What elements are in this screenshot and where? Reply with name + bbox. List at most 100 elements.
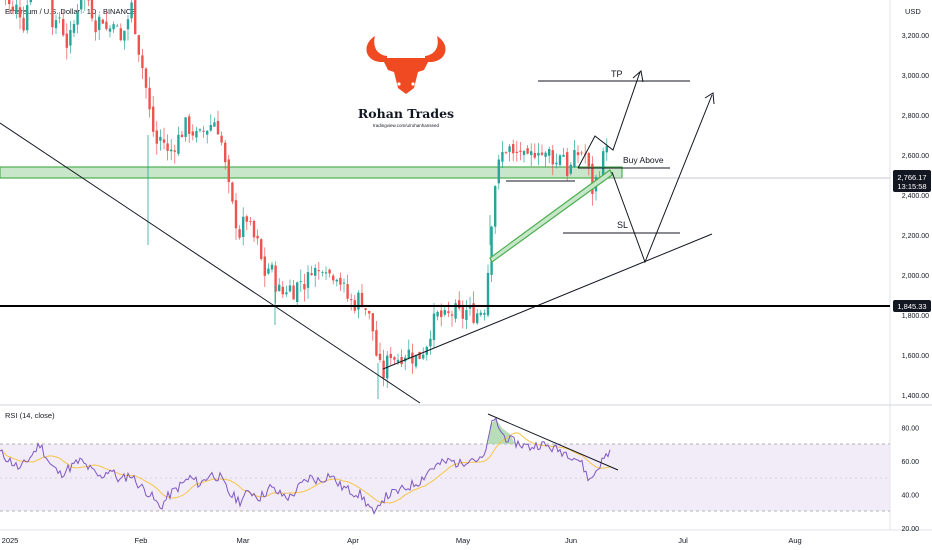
candle-body bbox=[263, 256, 266, 276]
candle-body bbox=[148, 87, 151, 110]
price-pane bbox=[0, 0, 890, 405]
candle-body bbox=[339, 277, 342, 285]
candle-body bbox=[335, 279, 338, 282]
candle-body bbox=[159, 136, 162, 141]
svg-text:13:15:58: 13:15:58 bbox=[897, 182, 926, 191]
price-tick-label: 1,600.00 bbox=[902, 353, 929, 360]
candle-body bbox=[389, 353, 392, 359]
candle-body bbox=[101, 19, 104, 24]
candle-body bbox=[479, 312, 482, 315]
candle-body bbox=[566, 152, 569, 176]
candle-body bbox=[454, 303, 457, 319]
candle-body bbox=[486, 272, 490, 316]
price-tick-label: 2,200.00 bbox=[902, 233, 929, 240]
candle-body bbox=[432, 313, 436, 340]
rsi-divergence-line bbox=[487, 413, 619, 471]
candle-body bbox=[296, 282, 299, 303]
candle-body bbox=[216, 120, 220, 135]
time-tick-label: Jul bbox=[678, 536, 688, 545]
candle-body bbox=[371, 313, 374, 332]
candle-body bbox=[306, 272, 310, 288]
candle-body bbox=[29, 0, 32, 3]
candle-body bbox=[162, 139, 166, 143]
candle-body bbox=[281, 286, 284, 295]
rsi-tick-label: 60.00 bbox=[901, 459, 919, 466]
candle-body bbox=[360, 292, 364, 307]
candle-body bbox=[494, 186, 497, 227]
candle-body bbox=[555, 162, 558, 165]
candle-body bbox=[76, 12, 79, 25]
rsi-tick-label: 80.00 bbox=[901, 425, 919, 432]
candle-body bbox=[411, 352, 414, 364]
candlestick-series bbox=[5, 0, 608, 399]
bull-logo-icon bbox=[366, 36, 446, 94]
candle-body bbox=[119, 28, 122, 41]
candle-body bbox=[368, 310, 371, 314]
rising-wedge-channel bbox=[489, 169, 613, 263]
time-tick-label: Mar bbox=[237, 536, 250, 545]
candle-body bbox=[332, 275, 335, 281]
svg-text:2,766.17: 2,766.17 bbox=[897, 173, 926, 182]
candle-body bbox=[245, 216, 248, 222]
candle-body bbox=[180, 134, 184, 138]
sl-label: SL bbox=[617, 220, 628, 230]
candle-body bbox=[270, 264, 274, 270]
candle-body bbox=[130, 2, 133, 19]
candle-body bbox=[508, 146, 511, 152]
candle-body bbox=[310, 273, 313, 275]
brand-url: tradingview.com/u/rohanhanseed bbox=[373, 123, 440, 128]
candle-body bbox=[317, 270, 320, 272]
candle-body bbox=[231, 182, 234, 202]
candle-body bbox=[188, 116, 191, 134]
resistance-zone bbox=[0, 166, 623, 179]
candle-body bbox=[378, 353, 382, 360]
candle-body bbox=[105, 21, 108, 29]
candle-body bbox=[8, 0, 11, 5]
pullback-projection-path bbox=[611, 94, 713, 264]
candle-body bbox=[497, 159, 500, 184]
candle-body bbox=[393, 357, 396, 360]
candle-body bbox=[530, 151, 533, 156]
candle-body bbox=[602, 151, 605, 178]
candle-body bbox=[544, 152, 547, 157]
candle-body bbox=[242, 216, 245, 237]
candle-body bbox=[90, 0, 94, 19]
candle-body bbox=[238, 229, 241, 238]
uptrend-line bbox=[382, 233, 713, 370]
current-price-badge: 2,766.17 13:15:58 bbox=[893, 170, 931, 192]
time-tick-label: Aug bbox=[788, 536, 801, 545]
candle-body bbox=[267, 268, 270, 274]
candle-body bbox=[184, 117, 187, 137]
rsi-tick-label: 40.00 bbox=[901, 492, 919, 499]
candle-body bbox=[177, 134, 180, 154]
candle-body bbox=[256, 235, 259, 239]
candle-body bbox=[580, 152, 583, 154]
price-tick-label: 3,200.00 bbox=[902, 33, 929, 40]
rsi-line bbox=[0, 417, 611, 515]
symbol-title: Ethereum / U.S. Dollar · 1D · BINANCE bbox=[5, 7, 136, 16]
candle-body bbox=[587, 153, 590, 167]
candle-body bbox=[342, 282, 346, 284]
pullback-arrow-head bbox=[704, 92, 715, 105]
price-tick-label: 2,000.00 bbox=[902, 273, 929, 280]
candle-body bbox=[170, 149, 173, 152]
candle-body bbox=[173, 150, 176, 152]
rsi-label: RSI (14, close) bbox=[5, 411, 55, 420]
candle-body bbox=[224, 142, 227, 163]
candle-body bbox=[292, 285, 295, 300]
price-tick-label: 2,600.00 bbox=[902, 153, 929, 160]
candle-body bbox=[94, 20, 97, 33]
candle-body bbox=[249, 221, 252, 222]
candle-body bbox=[58, 17, 61, 19]
price-tick-label: 1,400.00 bbox=[902, 393, 929, 400]
time-axis: 2025 Feb Mar Apr May Jun Jul Aug bbox=[2, 536, 802, 545]
price-tick-label: 2,400.00 bbox=[902, 193, 929, 200]
time-tick-label: Apr bbox=[347, 536, 359, 545]
candle-body bbox=[512, 144, 515, 154]
candle-body bbox=[490, 226, 493, 275]
candle-body bbox=[65, 33, 68, 48]
candle-body bbox=[285, 292, 288, 295]
time-tick-label: Jun bbox=[565, 536, 577, 545]
price-tick-label: 1,800.00 bbox=[902, 313, 929, 320]
